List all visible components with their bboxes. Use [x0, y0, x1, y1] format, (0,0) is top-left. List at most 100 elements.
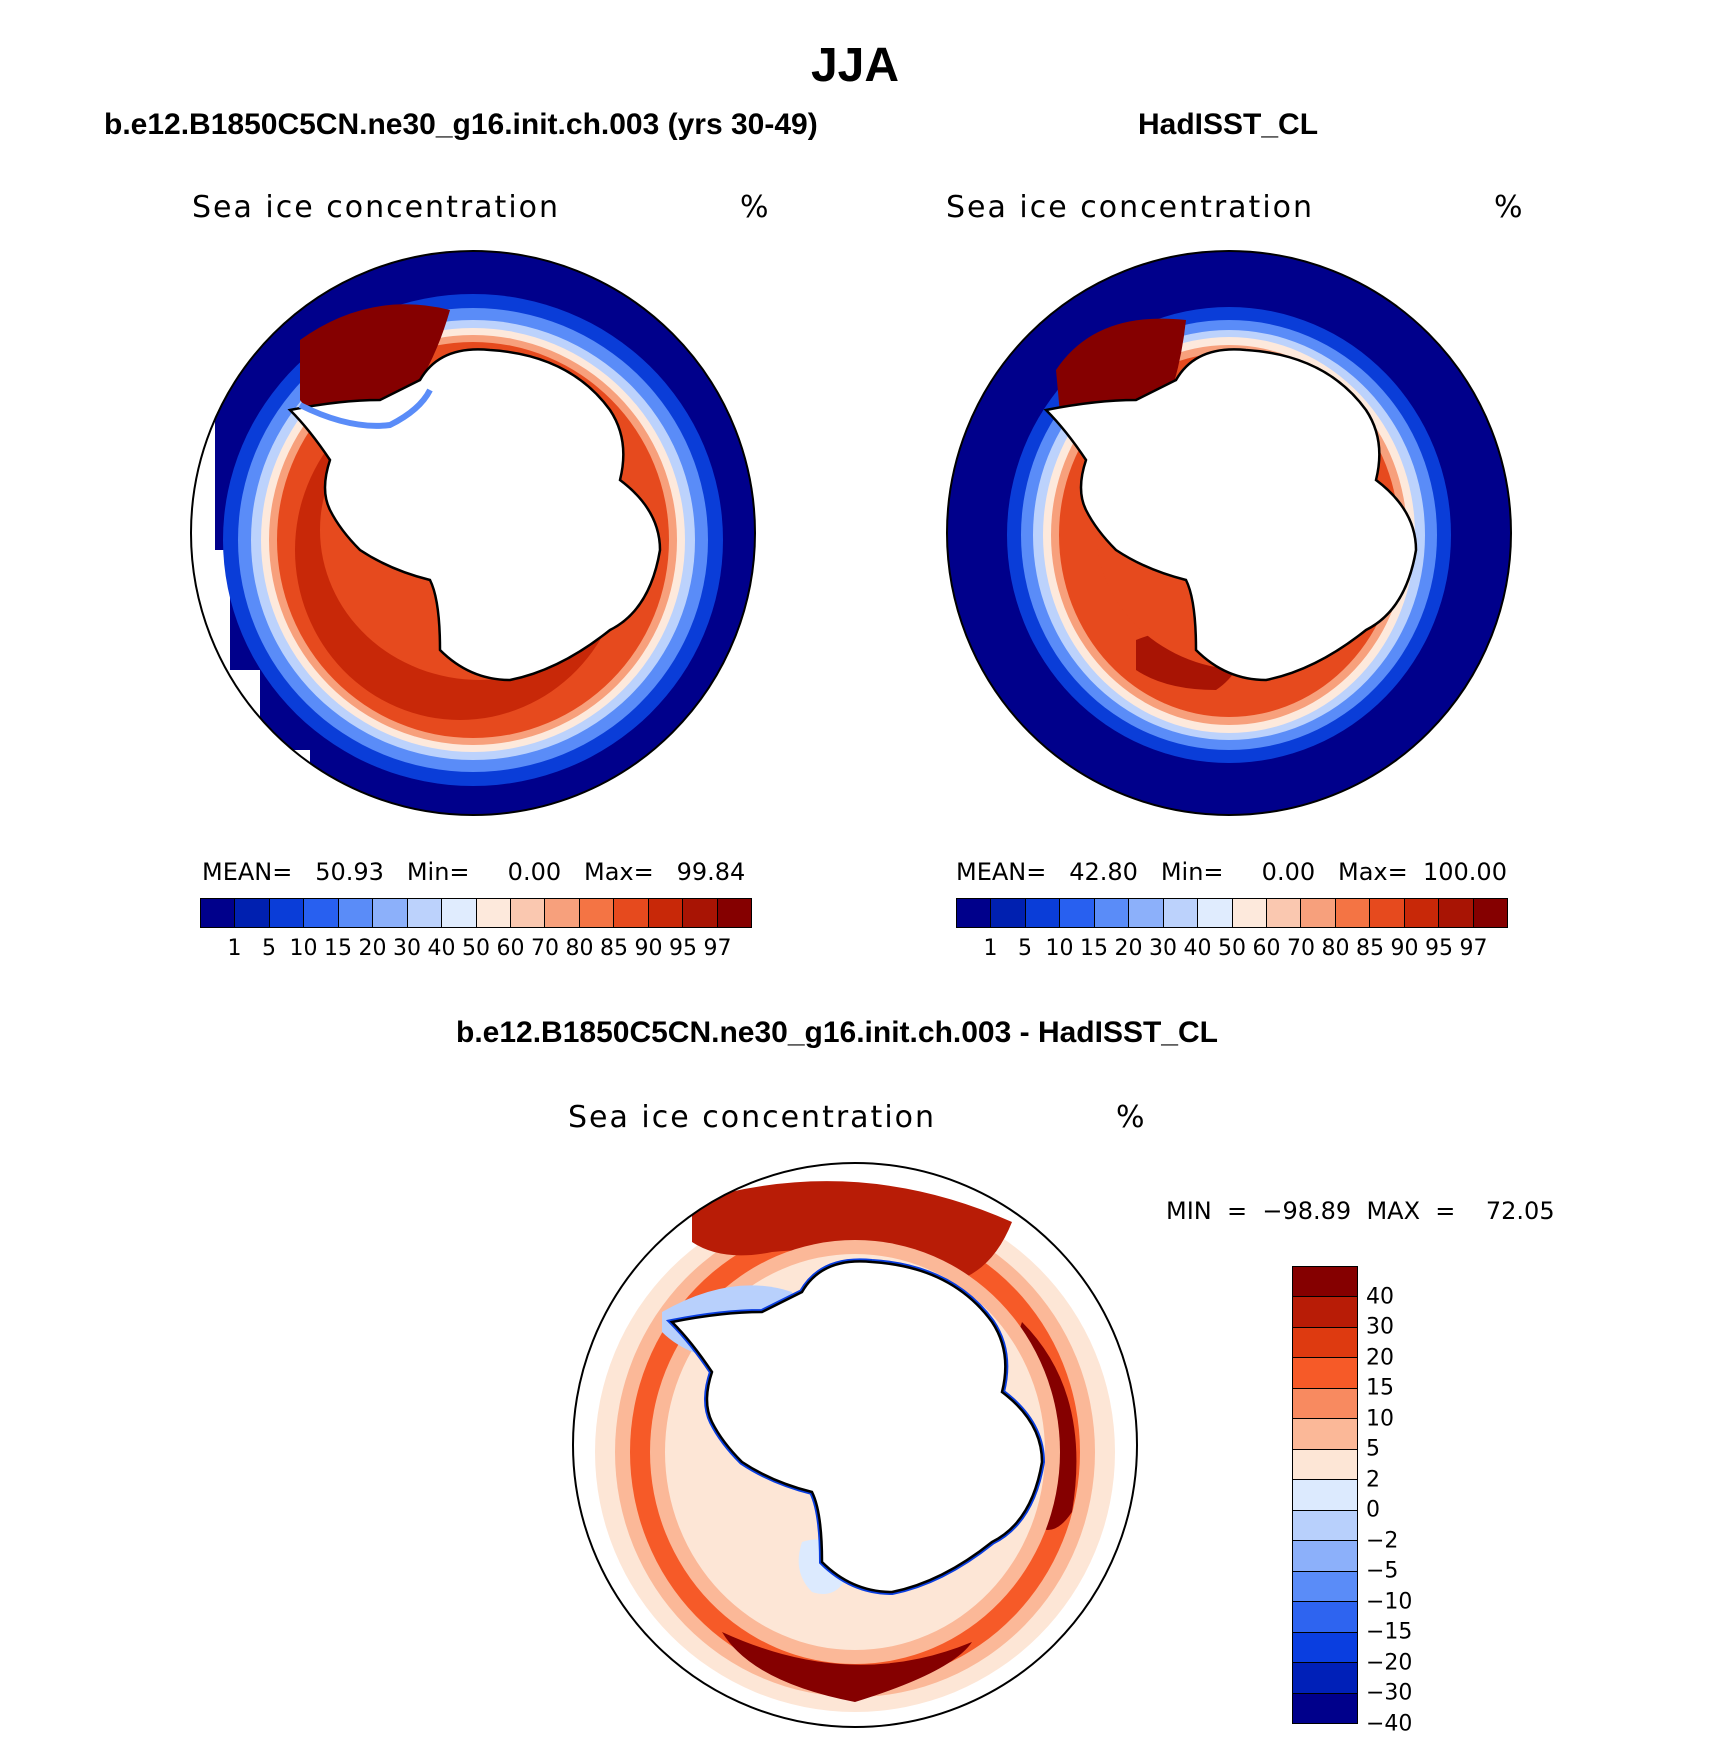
figure-title: JJA [810, 39, 900, 92]
right-map [946, 250, 1512, 816]
colorbar-swatch [1293, 1267, 1357, 1298]
colorbar-tick-label: 5 [1366, 1436, 1380, 1462]
colorbar-tick-label: 90 [1390, 936, 1419, 961]
left-map [190, 250, 756, 816]
colorbar-swatch [201, 899, 236, 927]
colorbar-tick-label: 60 [1252, 936, 1281, 961]
colorbar-tick-label: 5 [1018, 936, 1032, 961]
colorbar-swatch [1404, 899, 1440, 927]
right-panel-subtitle: HadISST_CL [1138, 108, 1319, 141]
colorbar-swatch [1293, 1602, 1357, 1633]
colorbar-swatch [717, 899, 751, 927]
colorbar-tick-label: 85 [600, 936, 628, 961]
colorbar-swatch [373, 899, 408, 927]
colorbar-tick-label: 80 [1321, 936, 1350, 961]
colorbar-tick-label: 30 [1149, 936, 1177, 961]
colorbar-tick-label: 15 [1080, 936, 1108, 961]
colorbar-swatch [1473, 899, 1507, 927]
colorbar-swatch [1293, 1632, 1357, 1664]
colorbar-tick-label: 20 [1114, 936, 1143, 961]
colorbar-tick-label: −30 [1366, 1680, 1413, 1706]
colorbar-swatch [991, 899, 1026, 927]
colorbar-tick-label: 5 [262, 936, 276, 961]
colorbar-swatch [1266, 899, 1302, 927]
right-plot-units: % [1494, 190, 1525, 225]
colorbar-swatch [1293, 1480, 1357, 1511]
colorbar-tick-label: 0 [1366, 1497, 1380, 1523]
colorbar-swatch [1293, 1358, 1357, 1389]
diff-plot-title: Sea ice concentration [568, 1100, 937, 1135]
colorbar-tick-label: 15 [1366, 1375, 1394, 1401]
right-colorbar [956, 898, 1508, 928]
right-stats: MEAN= 42.80 Min= 0.00 Max= 100.00 [956, 858, 1507, 886]
left-plot-units: % [740, 190, 771, 225]
colorbar-swatch [338, 899, 374, 927]
colorbar-swatch [1301, 899, 1336, 927]
colorbar-swatch [1335, 899, 1371, 927]
colorbar-tick-label: −40 [1366, 1711, 1413, 1737]
colorbar-swatch [1439, 899, 1474, 927]
colorbar-swatch [1025, 899, 1061, 927]
colorbar-tick-label: 60 [496, 936, 525, 961]
colorbar-swatch [1094, 899, 1130, 927]
colorbar-tick-label: 97 [703, 936, 732, 961]
colorbar-tick-label: 1 [983, 936, 998, 961]
colorbar-swatch [1293, 1449, 1357, 1481]
colorbar-tick-label: 50 [1218, 936, 1246, 961]
colorbar-tick-label: 40 [427, 936, 456, 961]
colorbar-swatch [1293, 1571, 1357, 1603]
colorbar-tick-label: 10 [1366, 1406, 1394, 1432]
colorbar-swatch [1370, 899, 1405, 927]
colorbar-swatch [1293, 1388, 1357, 1420]
colorbar-swatch [1232, 899, 1267, 927]
left-stats: MEAN= 50.93 Min= 0.00 Max= 99.84 [202, 858, 746, 886]
colorbar-tick-label: 70 [531, 936, 559, 961]
colorbar-tick-label: 90 [634, 936, 663, 961]
colorbar-tick-label: 15 [324, 936, 352, 961]
colorbar-tick-label: 40 [1183, 936, 1212, 961]
colorbar-swatch [1293, 1510, 1357, 1542]
right-plot-title: Sea ice concentration [946, 190, 1315, 225]
colorbar-tick-label: 70 [1287, 936, 1315, 961]
colorbar-tick-label: −15 [1366, 1619, 1413, 1645]
diff-colorbar [1292, 1266, 1358, 1724]
colorbar-swatch [579, 899, 615, 927]
colorbar-tick-label: 95 [1425, 936, 1453, 961]
colorbar-tick-label: 2 [1366, 1467, 1380, 1493]
antarctica-left [287, 348, 662, 682]
left-colorbar [200, 898, 752, 928]
colorbar-tick-label: 95 [669, 936, 697, 961]
colorbar-swatch [1198, 899, 1233, 927]
colorbar-tick-label: −2 [1366, 1528, 1399, 1554]
diff-stats: MIN = −98.89 MAX = 72.05 [1166, 1197, 1555, 1225]
colorbar-tick-label: 20 [1366, 1345, 1394, 1371]
colorbar-swatch [683, 899, 718, 927]
colorbar-swatch [1293, 1419, 1357, 1450]
colorbar-tick-label: 85 [1356, 936, 1384, 961]
colorbar-swatch [545, 899, 580, 927]
colorbar-tick-label: 10 [1045, 936, 1074, 961]
colorbar-swatch [1293, 1693, 1357, 1724]
colorbar-swatch [510, 899, 546, 927]
colorbar-swatch [235, 899, 270, 927]
diff-plot-units: % [1116, 1100, 1147, 1135]
colorbar-tick-label: 1 [227, 936, 242, 961]
colorbar-swatch [407, 899, 443, 927]
colorbar-tick-label: 30 [393, 936, 421, 961]
antarctica-diff [669, 1260, 1044, 1594]
colorbar-tick-label: −10 [1366, 1589, 1413, 1615]
colorbar-tick-label: 97 [1459, 936, 1488, 961]
colorbar-tick-label: 50 [462, 936, 490, 961]
colorbar-swatch [442, 899, 477, 927]
colorbar-swatch [1293, 1327, 1357, 1359]
colorbar-swatch [1293, 1297, 1357, 1328]
colorbar-swatch [614, 899, 649, 927]
colorbar-swatch [1293, 1541, 1357, 1572]
diff-map [572, 1162, 1138, 1728]
left-plot-title: Sea ice concentration [192, 190, 561, 225]
colorbar-swatch [304, 899, 339, 927]
colorbar-swatch [476, 899, 511, 927]
colorbar-swatch [269, 899, 305, 927]
colorbar-tick-label: −5 [1366, 1558, 1399, 1584]
colorbar-swatch [1060, 899, 1095, 927]
